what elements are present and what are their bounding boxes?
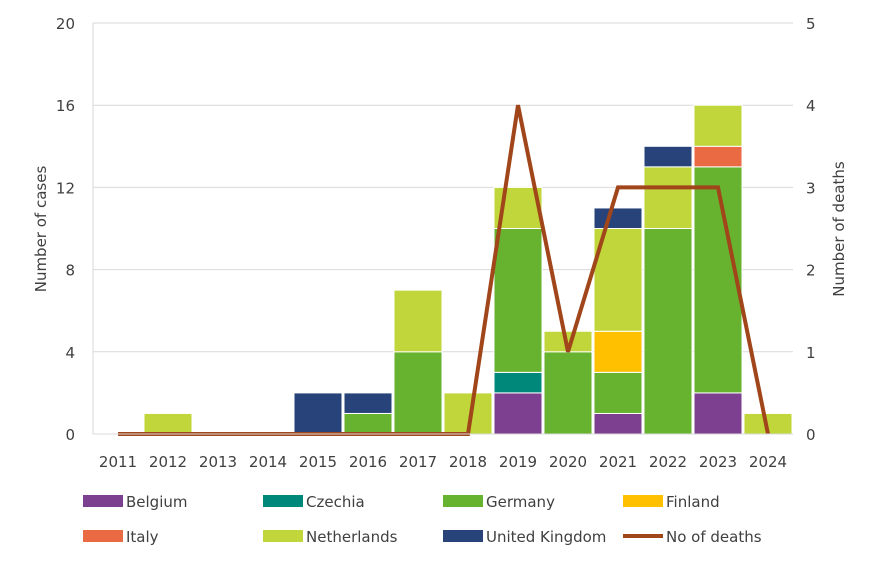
y2-axis-label: Number of deaths	[830, 161, 848, 297]
legend-label: Belgium	[126, 493, 188, 511]
bar-segment-germany	[593, 371, 643, 414]
x-tick-label: 2011	[99, 453, 137, 471]
y-tick-label: 4	[65, 344, 75, 362]
bar-segment-germany	[543, 351, 593, 435]
y-tick-label: 16	[56, 97, 75, 115]
bar-segment-belgium	[493, 392, 543, 435]
bar-segment-belgium	[593, 412, 643, 435]
x-tick-label: 2013	[199, 453, 237, 471]
bar-segment-united-kingdom	[593, 207, 643, 229]
bar-segment-czechia	[493, 371, 543, 394]
x-tick-label: 2018	[449, 453, 487, 471]
x-tick-label: 2014	[249, 453, 287, 471]
bar-segment-germany	[643, 228, 693, 435]
y2-tick-label: 1	[806, 344, 816, 362]
bar-segment-germany	[393, 351, 443, 435]
legend-swatch	[263, 530, 303, 542]
legend-swatch	[83, 530, 123, 542]
y-axis-label: Number of cases	[32, 166, 50, 293]
x-tick-label: 2021	[599, 453, 637, 471]
bar-segment-united-kingdom	[343, 392, 393, 414]
bar-segment-netherlands	[393, 289, 443, 353]
bar-segment-germany	[493, 228, 543, 373]
x-tick-label: 2016	[349, 453, 387, 471]
y2-tick-label: 2	[806, 262, 816, 280]
legend-label: No of deaths	[666, 528, 762, 546]
bar-segment-netherlands	[693, 104, 743, 147]
x-tick-label: 2023	[699, 453, 737, 471]
y2-tick-label: 0	[806, 426, 816, 444]
bar-segment-united-kingdom	[643, 145, 693, 168]
y2-tick-label: 3	[806, 179, 816, 197]
bar-segment-netherlands	[143, 412, 193, 435]
legend-label: Germany	[486, 493, 555, 511]
legend-label: Italy	[126, 528, 159, 546]
legend-swatch	[623, 495, 663, 507]
bar-segment-italy	[693, 145, 743, 168]
x-tick-label: 2020	[549, 453, 587, 471]
legend-label: Czechia	[306, 493, 365, 511]
x-tick-label: 2019	[499, 453, 537, 471]
bars	[143, 104, 793, 435]
legend-swatch	[443, 495, 483, 507]
legend: Belgium Czechia Germany Finland Italy Netherl…	[83, 493, 762, 546]
y-tick-label: 12	[56, 179, 75, 197]
bar-segment-finland	[593, 330, 643, 373]
legend-swatch	[443, 530, 483, 542]
x-tick-label: 2017	[399, 453, 437, 471]
x-tick-label: 2022	[649, 453, 687, 471]
legend-swatch	[263, 495, 303, 507]
legend-swatch	[83, 495, 123, 507]
bar-segment-germany	[343, 412, 393, 435]
y-tick-label: 8	[65, 262, 75, 280]
y2-tick-label: 4	[806, 97, 816, 115]
bar-segment-netherlands	[643, 166, 693, 230]
bar-segment-united-kingdom	[293, 392, 343, 435]
legend-label: Finland	[666, 493, 720, 511]
y-tick-label: 0	[65, 426, 75, 444]
legend-label: Netherlands	[306, 528, 398, 546]
y2-tick-label: 5	[806, 15, 816, 33]
x-tick-label: 2024	[749, 453, 787, 471]
legend-label: United Kingdom	[486, 528, 606, 546]
x-tick-label: 2015	[299, 453, 337, 471]
x-tick-label: 2012	[149, 453, 187, 471]
bar-segment-belgium	[693, 392, 743, 435]
y-tick-label: 20	[56, 15, 75, 33]
